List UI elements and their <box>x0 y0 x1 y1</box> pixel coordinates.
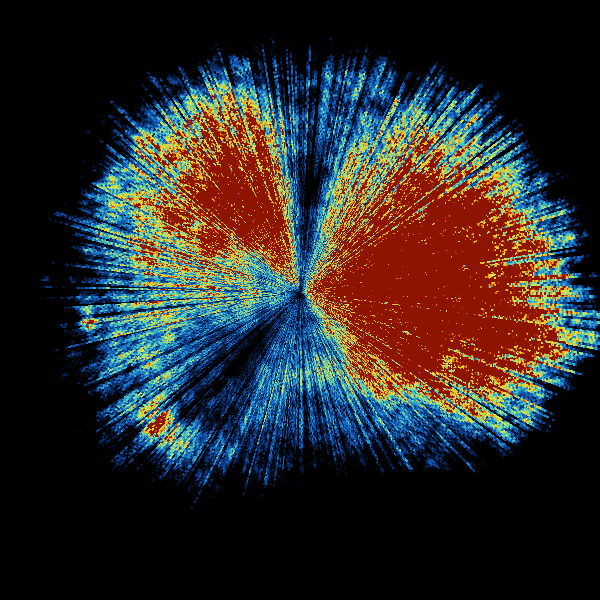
radar-ppi-figure <box>0 0 600 600</box>
radar-ppi-canvas <box>0 0 600 600</box>
